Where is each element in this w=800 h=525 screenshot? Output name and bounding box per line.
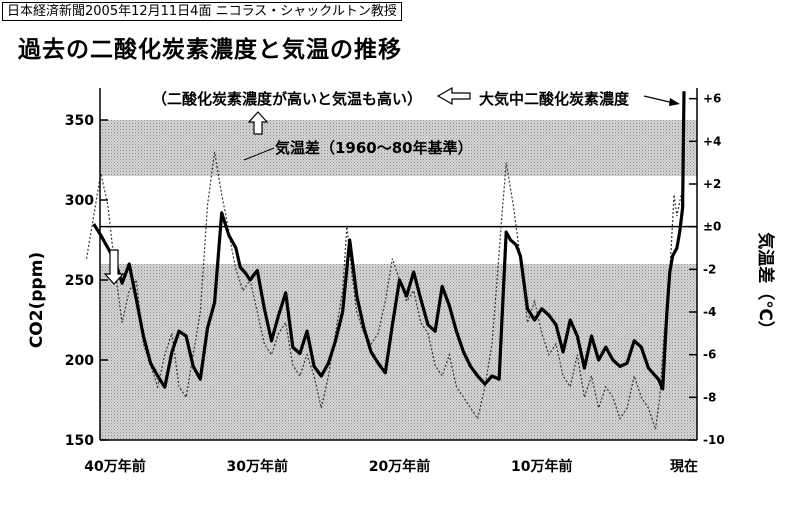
co2-series-line xyxy=(92,91,686,391)
y-tick-label: 250 xyxy=(65,273,94,289)
y-tick-label: 200 xyxy=(65,353,94,369)
arrow-left-icon xyxy=(436,86,471,106)
annotation-co2: 大気中二酸化炭素濃度 xyxy=(479,90,630,108)
y2-axis-label: 気温差（℃） xyxy=(755,231,776,338)
x-tick-label: 30万年前 xyxy=(227,458,288,475)
x-tick-label: 20万年前 xyxy=(369,458,430,475)
annotation-temp-pointer xyxy=(243,147,275,161)
y-tick-label: 300 xyxy=(65,193,94,209)
annotation-temp: 気温差（1960〜80年基準） xyxy=(275,139,473,157)
source-caption: 日本経済新聞2005年12月11日4面 ニコラス・シャックルトン教授 xyxy=(2,2,402,21)
annotation-correlation: （二酸化炭素濃度が高いと気温も高い） xyxy=(152,90,422,108)
arrow-up-icon xyxy=(247,111,269,135)
y2-tick-label: -2 xyxy=(703,262,716,276)
y2-tick-label: -6 xyxy=(703,348,716,362)
axes xyxy=(99,88,698,441)
y2-tick-label: +6 xyxy=(703,92,721,106)
y2-tick-label: -8 xyxy=(703,390,716,404)
y2-tick-label: ±0 xyxy=(703,220,721,234)
x-tick-label: 10万年前 xyxy=(511,458,572,475)
y2-tick-label: -10 xyxy=(703,433,725,447)
y-tick-label: 150 xyxy=(65,433,94,449)
x-tick-label: 40万年前 xyxy=(84,458,145,475)
x-tick-label: 現在 xyxy=(670,458,698,475)
y-tick-label: 350 xyxy=(65,113,94,129)
temperature-series-line xyxy=(85,151,685,430)
y-axis-ticks: 150 200 250 300 350 xyxy=(65,113,108,449)
x-axis-ticks: 40万年前 30万年前 20万年前 10万年前 現在 xyxy=(84,458,698,475)
y2-axis-ticks: -10 -8 -6 -4 -2 ±0 +2 +4 +6 xyxy=(689,92,725,447)
y2-tick-label: +2 xyxy=(703,177,721,191)
band-high xyxy=(100,120,697,176)
y2-tick-label: -4 xyxy=(703,305,716,319)
arrow-down-icon xyxy=(103,249,125,285)
y-axis-label: CO2(ppm) xyxy=(27,252,47,348)
y2-tick-label: +4 xyxy=(703,134,721,148)
arrow-head-icon xyxy=(669,98,680,106)
chart-title: 過去の二酸化炭素濃度と気温の推移 xyxy=(18,36,402,63)
